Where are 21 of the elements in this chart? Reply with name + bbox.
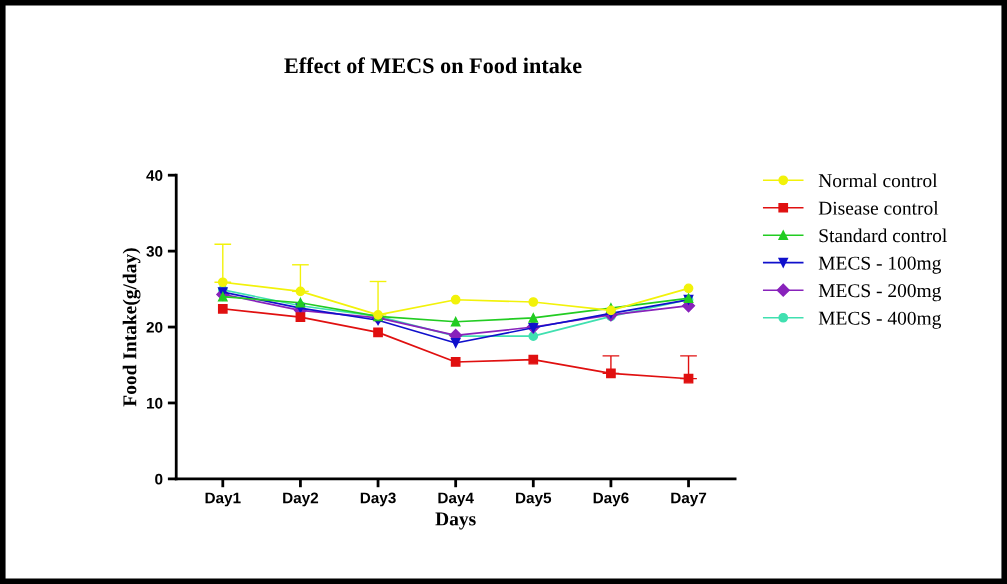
legend-label: Standard control [819, 228, 947, 243]
x-tick-label: Day2 [283, 492, 319, 507]
y-tick-label: 20 [146, 321, 163, 333]
legend-label: MECS - 100mg [818, 256, 942, 274]
x-tick-label: Day1 [205, 492, 241, 507]
y-tick-label: 10 [147, 397, 163, 409]
y-axis-title: Food Intake(g/day) [122, 248, 141, 407]
legend-label: Disease control [818, 201, 939, 215]
y-tick-label: 0 [155, 473, 163, 485]
x-tick-label: Day6 [593, 492, 629, 507]
legend-label: Normal control [818, 173, 938, 188]
y-tick-label: 30 [146, 245, 163, 257]
x-tick-label: Day4 [438, 492, 474, 507]
x-tick-label: Day5 [516, 492, 552, 507]
x-tick-label: Day7 [671, 492, 707, 507]
legend-label: MECS - 200mg [818, 284, 942, 302]
x-tick-label: Day3 [360, 492, 396, 507]
chart-title: Effect of MECS on Food intake [284, 57, 582, 74]
x-axis-title: Days [435, 512, 476, 530]
legend-label: MECS - 400mg [818, 311, 942, 329]
y-tick-label: 40 [146, 170, 163, 181]
